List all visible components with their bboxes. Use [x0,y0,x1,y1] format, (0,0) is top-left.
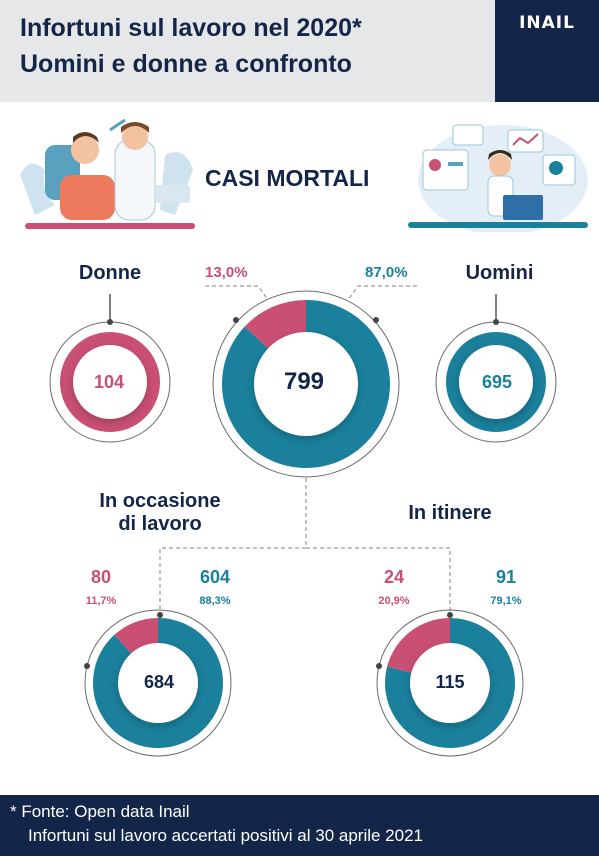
itinere-female-pct: 20,9% [378,595,410,607]
itinere-dot [376,663,382,669]
total-value: 799 [283,368,325,395]
donut-itinere-outline [376,609,524,757]
occasione-top-dot [157,612,163,618]
occasione-male-pct: 88,3% [199,595,231,607]
itinere-female-value: 24 [383,567,405,587]
donut-total-center [254,332,358,436]
donne-value: 104 [93,372,125,392]
uomini-value: 695 [481,372,513,392]
itinere-male-value: 91 [495,567,517,587]
occasione-male-value: 604 [199,567,231,587]
itinere-top-dot [447,612,453,618]
label-occasione-line1: In occasione [99,490,221,512]
label-donne: Donne [78,262,142,284]
label-itinere: In itinere [408,502,492,524]
donut-total-outline [212,290,400,478]
ring-donne-center [73,345,147,419]
office-illustration [408,124,588,232]
marker-dot-right [373,317,379,323]
donut-occasione-center [118,643,198,723]
donut-itinere-center [410,643,490,723]
pct-male-total: 87,0% [365,264,408,281]
pct-female-total: 13,0% [205,264,248,281]
ring-donne-dot [107,319,113,325]
label-occasione: In occasione di lavoro [80,490,240,536]
header-banner: Infortuni sul lavoro nel 2020* Uomini e … [0,0,495,102]
itinere-male-pct: 79,1% [490,595,522,607]
occasione-female-pct: 11,7% [85,595,117,607]
itinere-total: 115 [435,672,465,692]
occasione-dot [84,663,90,669]
footer-source: * Fonte: Open data Inail [10,802,190,821]
occasione-total: 684 [143,672,175,692]
title-line-2: Uomini e donne a confronto [20,50,352,78]
footer: * Fonte: Open data Inail Infortuni sul l… [0,795,599,856]
logo-text: INAIL [519,13,575,33]
ring-uomini-center [459,345,533,419]
connector-occasione [159,478,307,615]
occasione-female-value: 80 [90,567,112,587]
leader-female [205,285,269,301]
dentist-illustration [20,118,195,229]
title-line-1: Infortuni sul lavoro nel 2020* [20,14,362,42]
ring-uomini-dot [493,319,499,325]
inail-logo: INAIL [495,0,599,102]
footer-note: Infortuni sul lavoro accertati positivi … [28,826,423,845]
donut-occasione-outline [84,609,232,757]
leader-male [347,285,417,301]
marker-dot-left [233,317,239,323]
label-uomini: Uomini [465,262,534,284]
label-occasione-line2: di lavoro [118,513,202,535]
casi-mortali-heading: CASI MORTALI [205,165,370,191]
connector-itinere [306,547,451,615]
